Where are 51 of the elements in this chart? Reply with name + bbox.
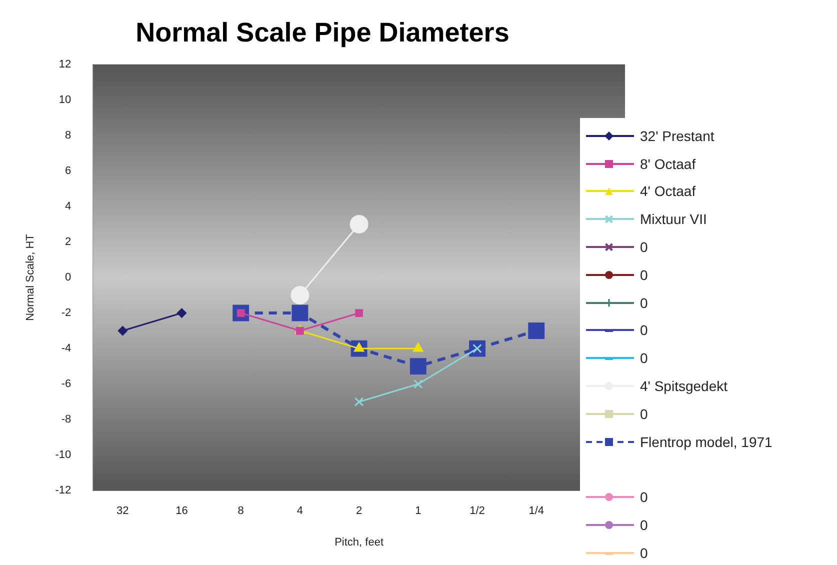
y-tick-label: -4 (61, 342, 72, 355)
point (296, 326, 304, 335)
point (414, 379, 423, 389)
legend-label: Flentrop model, 1971 (640, 434, 772, 450)
legend-label: 0 (640, 489, 648, 506)
x-tick-label: 8 (238, 505, 244, 518)
y-tick-label: -12 (55, 484, 72, 497)
x-tick-label: 2 (356, 505, 362, 518)
point (410, 358, 426, 375)
legend-label: 0 (640, 517, 648, 534)
x-axis-title: Pitch, feet (334, 536, 384, 548)
legend-label: Mixtuur VII (640, 211, 707, 228)
y-tick-label: 12 (58, 58, 72, 70)
y-tick-label: -6 (61, 378, 72, 390)
y-tick-label: 0 (64, 272, 72, 284)
x-tick-label: 1/4 (528, 505, 544, 518)
point (118, 326, 128, 336)
legend-label: 4' Spitsgedekt (640, 378, 728, 394)
y-tick-label: -10 (55, 449, 72, 462)
point (528, 322, 545, 339)
y-tick-label: 8 (64, 129, 72, 142)
point (177, 308, 186, 318)
y-tick-label: -8 (61, 414, 72, 426)
point (355, 309, 363, 317)
legend-label: 0 (640, 239, 648, 256)
point (290, 286, 310, 305)
legend-label: 0 (640, 322, 648, 338)
point (292, 304, 308, 322)
point (354, 397, 364, 406)
legend-label: 8' Octaaf (640, 156, 696, 172)
legend-label: 0 (640, 544, 648, 561)
x-tick-label: 1/2 (470, 505, 485, 518)
legend-label: 0 (640, 350, 648, 366)
x-tick-label: 32 (116, 505, 129, 518)
point (413, 342, 424, 352)
y-tick-label: 4 (64, 200, 72, 212)
y-tick-label: 2 (64, 236, 72, 248)
point (350, 214, 368, 234)
x-tick-label: 1 (415, 505, 422, 518)
legend-label: 0 (640, 294, 648, 311)
y-tick-label: 10 (58, 94, 72, 106)
x-tick-label: 16 (176, 505, 188, 518)
x-tick-label: 4 (296, 505, 304, 518)
legend-label: 0 (640, 266, 648, 283)
y-axis-title: Normal Scale, HT (24, 234, 37, 321)
y-tick-label: -2 (61, 307, 72, 320)
legend-label: 0 (640, 406, 648, 422)
legend-label: 32' Prestant (640, 128, 714, 144)
y-tick-label: 6 (64, 164, 72, 177)
legend-label: 4' Octaaf (640, 183, 696, 200)
chart-title: Normal Scale Pipe Diameters (136, 18, 510, 48)
